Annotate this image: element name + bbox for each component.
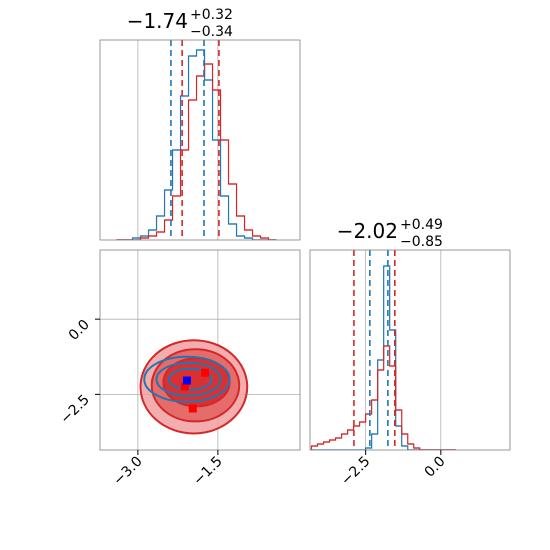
- title-upper: +0.32: [190, 7, 233, 23]
- panel-frame: [309, 249, 511, 451]
- panel-title: −2.02: [337, 219, 398, 243]
- title-lower: −0.85: [400, 234, 443, 250]
- panel-frame: [99, 39, 301, 241]
- panel-title: −1.74: [127, 9, 188, 33]
- marker: [180, 382, 189, 391]
- hist-panel: [310, 250, 456, 450]
- scatter-panel: [100, 250, 300, 450]
- hist-step-connector: [116, 63, 277, 240]
- marker: [188, 404, 197, 413]
- marker: [201, 368, 210, 377]
- hist-step-connector: [311, 265, 456, 450]
- contour: [167, 367, 213, 391]
- panel-frame: [99, 249, 301, 451]
- hist-panel: [116, 40, 277, 240]
- title-lower: −0.34: [190, 24, 233, 40]
- hist-step-connector: [310, 345, 456, 450]
- marker: [182, 376, 191, 385]
- contour: [143, 355, 231, 403]
- contour: [155, 361, 222, 397]
- title-upper: +0.49: [400, 217, 443, 233]
